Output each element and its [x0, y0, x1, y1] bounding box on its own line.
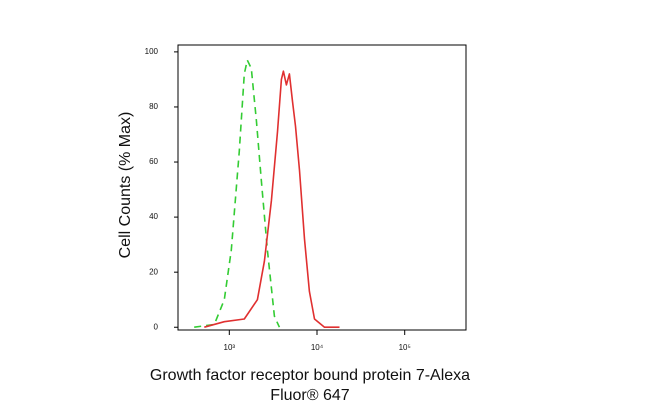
x-tick-label: 10³ [224, 343, 236, 352]
y-tick-label: 20 [149, 267, 158, 276]
x-tick-label: 10⁵ [399, 343, 411, 352]
y-tick-label: 60 [149, 157, 158, 166]
y-tick-label: 40 [149, 212, 158, 221]
plot-frame [177, 44, 467, 331]
y-tick-label: 80 [149, 102, 158, 111]
x-axis-label: Growth factor receptor bound protein 7-A… [150, 367, 470, 384]
y-tick-label: 0 [154, 322, 159, 331]
y-axis-label: Cell Counts (% Max) [117, 112, 134, 259]
series-line [194, 59, 281, 328]
series-line [204, 70, 340, 328]
x-tick-label: 10⁴ [311, 343, 324, 352]
x-axis-label: Fluor® 647 [270, 387, 349, 404]
y-tick-label: 100 [145, 47, 159, 56]
